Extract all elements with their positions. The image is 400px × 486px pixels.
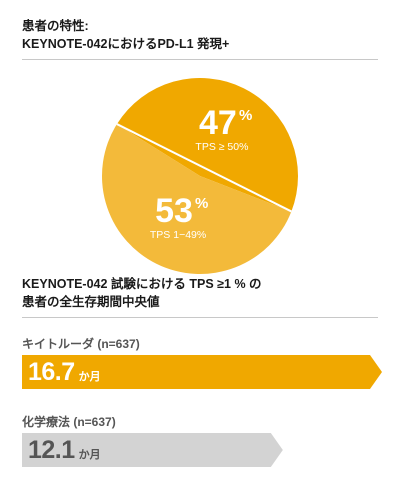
bar-value-keytruda-number: 16.7 <box>28 358 75 386</box>
pie-unit-2: % <box>195 195 208 212</box>
pie-label-group-2: 53 % TPS 1−49% <box>150 192 209 241</box>
pie-category-2: TPS 1−49% <box>150 229 206 241</box>
divider-top <box>22 59 378 60</box>
chart-title: 患者の特性: KEYNOTE-042におけるPD-L1 発現+ <box>22 17 382 53</box>
bar-value-chemo: 12.1 か月 <box>28 435 101 470</box>
pie-unit-1: % <box>239 107 252 124</box>
section-title: KEYNOTE-042 試験における TPS ≥1 % の 患者の全生存期間中央… <box>22 275 382 311</box>
divider-middle <box>22 317 378 318</box>
section-title-line-1: KEYNOTE-042 試験における TPS ≥1 % の <box>22 277 262 291</box>
bar-unit-chemo: か月 <box>78 449 101 461</box>
bar-value-keytruda: 16.7 か月 <box>28 357 101 392</box>
bar-shape-keytruda <box>22 355 382 389</box>
pie-slice-1 <box>116 77 298 212</box>
bar-shape-chemo <box>22 433 283 467</box>
bar-label-keytruda: キイトルーダ (n=637) <box>22 337 140 351</box>
pie-separator <box>116 123 292 213</box>
pie-slice-2 <box>102 124 292 274</box>
bar-chemo: 12.1 か月 <box>22 433 382 467</box>
bar-unit-keytruda: か月 <box>78 371 101 383</box>
section-title-line-2: 患者の全生存期間中央値 <box>22 295 160 309</box>
pie-chart: 47 % TPS ≥ 50% 53 % TPS 1−49% <box>102 77 298 274</box>
pie-category-1: TPS ≥ 50% <box>195 141 248 153</box>
chart-title-line-1: 患者の特性: <box>22 19 89 33</box>
bar-keytruda: 16.7 か月 <box>22 355 382 389</box>
pie-value-2: 53 <box>155 192 193 230</box>
bar-value-chemo-number: 12.1 <box>28 436 75 464</box>
bar-label-chemo: 化学療法 (n=637) <box>22 415 116 429</box>
chart-title-line-2: KEYNOTE-042におけるPD-L1 発現+ <box>22 37 230 51</box>
pie-label-group-1: 47 % TPS ≥ 50% <box>195 104 252 153</box>
pie-value-1: 47 <box>199 104 237 142</box>
